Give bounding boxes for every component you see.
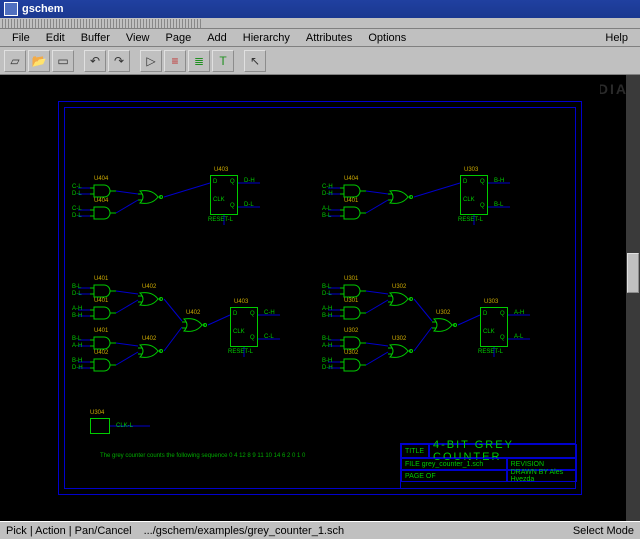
schematic-sheet: U404C-LD-LU404C-LD-LU403DQCLKQD-HD-LRESE… [40, 83, 600, 513]
and-gate [340, 183, 366, 199]
nor-gate [138, 343, 164, 359]
and-gate [90, 305, 116, 321]
nor-gate [182, 317, 208, 333]
and-gate [340, 335, 366, 351]
and-gate [340, 283, 366, 299]
tb-page: PAGE OF [401, 470, 507, 482]
scroll-thumb[interactable] [627, 253, 639, 293]
menu-options[interactable]: Options [360, 30, 414, 46]
statusbar: Pick | Action | Pan/Cancel .../gschem/ex… [0, 521, 640, 539]
nor-gate [432, 317, 458, 333]
and-gate [340, 357, 366, 373]
nor-gate [388, 343, 414, 359]
and-gate [340, 205, 366, 221]
menu-buffer[interactable]: Buffer [73, 30, 118, 46]
bus-icon[interactable]: ≣ [188, 50, 210, 72]
title-block: TITLE4-BIT GREY COUNTERFILE grey_counter… [400, 443, 576, 489]
tb-drawn: DRAWN BY Ales Hvezda [507, 470, 577, 482]
and-gate [90, 357, 116, 373]
and-gate [340, 305, 366, 321]
menu-help[interactable]: Help [597, 30, 636, 46]
status-filepath: .../gschem/examples/grey_counter_1.sch [144, 525, 345, 537]
menu-file[interactable]: File [4, 30, 38, 46]
titlebar[interactable]: gschem [0, 0, 640, 18]
and-gate [90, 183, 116, 199]
tb-title-label: TITLE [401, 444, 429, 458]
status-hint: Pick | Action | Pan/Cancel [6, 525, 132, 537]
menu-page[interactable]: Page [158, 30, 200, 46]
net-icon[interactable]: ≡ [164, 50, 186, 72]
scrollbar-vertical[interactable] [626, 75, 640, 521]
new-icon[interactable]: ▱ [4, 50, 26, 72]
component-icon[interactable]: ▷ [140, 50, 162, 72]
app-icon [4, 2, 18, 16]
menu-attributes[interactable]: Attributes [298, 30, 360, 46]
and-gate [90, 205, 116, 221]
menubar: File Edit Buffer View Page Add Hierarchy… [0, 29, 640, 47]
canvas[interactable]: SOFTPEDIA U404C-LD-LU404C-LD-LU403DQCLKQ… [0, 75, 640, 521]
app-window: gschem File Edit Buffer View Page Add Hi… [0, 0, 640, 539]
select-icon[interactable]: ↖ [244, 50, 266, 72]
toolbar: ▱📂▭ ↶↷ ▷≡≣T ↖ [0, 47, 640, 75]
undo-icon[interactable]: ↶ [84, 50, 106, 72]
and-gate [90, 283, 116, 299]
clk-buffer [90, 418, 110, 434]
tb-file: FILE grey_counter_1.sch [401, 458, 507, 470]
redo-icon[interactable]: ↷ [108, 50, 130, 72]
nor-gate [388, 189, 414, 205]
status-mode: Select Mode [573, 525, 634, 537]
menu-hierarchy[interactable]: Hierarchy [235, 30, 298, 46]
save-icon[interactable]: ▭ [52, 50, 74, 72]
menu-add[interactable]: Add [199, 30, 235, 46]
schematic-note: The grey counter counts the following se… [100, 453, 305, 459]
wm-decoration [0, 18, 640, 29]
open-icon[interactable]: 📂 [28, 50, 50, 72]
nor-gate [138, 189, 164, 205]
and-gate [90, 335, 116, 351]
text-icon[interactable]: T [212, 50, 234, 72]
tb-title: 4-BIT GREY COUNTER [429, 444, 577, 458]
menu-edit[interactable]: Edit [38, 30, 73, 46]
nor-gate [138, 291, 164, 307]
menu-view[interactable]: View [118, 30, 158, 46]
window-title: gschem [22, 3, 64, 15]
nor-gate [388, 291, 414, 307]
wm-buttons-icon[interactable] [2, 19, 202, 28]
